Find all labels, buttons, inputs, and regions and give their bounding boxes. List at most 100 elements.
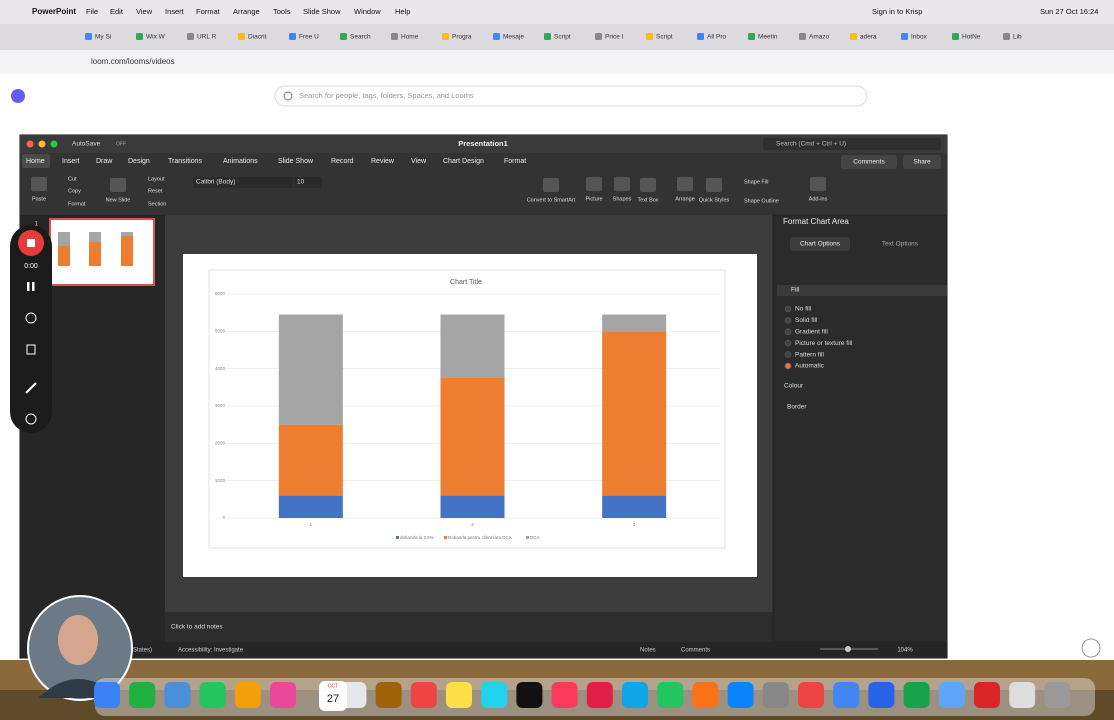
menu-item[interactable]: Window (354, 7, 381, 16)
browser-tab[interactable]: Home (401, 34, 419, 41)
bar-segment[interactable] (602, 331, 667, 496)
ribbon-tab[interactable]: Format (504, 158, 526, 165)
notes-placeholder[interactable]: Click to add notes (171, 624, 223, 631)
radio[interactable] (784, 305, 792, 313)
browser-tab[interactable]: Meetin (758, 34, 778, 41)
dock-app[interactable] (516, 682, 543, 708)
dock-app[interactable] (1044, 682, 1071, 708)
browser-tab[interactable]: Amazo (809, 34, 830, 41)
bar-segment[interactable] (440, 314, 505, 378)
dock-app[interactable] (798, 682, 824, 708)
menu-item[interactable]: Arrange (233, 7, 260, 16)
ribbon-button[interactable]: Picture (585, 196, 602, 202)
search-placeholder[interactable]: Search for people, tags, folders, Spaces… (299, 91, 474, 100)
minimize-button[interactable] (38, 140, 46, 148)
radio[interactable] (784, 339, 792, 347)
pane-tab[interactable]: Text Options (882, 241, 919, 248)
zoom-level[interactable]: 104% (897, 648, 913, 654)
browser-tab[interactable]: URL R (197, 34, 217, 41)
dock-app[interactable] (833, 682, 860, 708)
fill-option[interactable]: No fill (795, 306, 812, 313)
bar-segment[interactable] (278, 424, 343, 496)
status-item[interactable]: Comments (681, 648, 710, 654)
menu-item[interactable]: View (136, 7, 153, 16)
fill-option[interactable]: Solid fill (795, 317, 818, 324)
bar-segment[interactable] (440, 495, 505, 518)
dock-app[interactable] (657, 682, 684, 708)
ribbon-tab[interactable]: Design (128, 158, 150, 165)
dock-app[interactable] (868, 682, 895, 708)
font-name[interactable]: Calibri (Body) (196, 179, 235, 186)
ribbon-tab[interactable]: Insert (62, 158, 80, 165)
radio[interactable] (784, 317, 792, 324)
radio[interactable] (784, 351, 792, 358)
ribbon-button[interactable]: Shapes (613, 196, 632, 202)
ribbon-tab[interactable]: Transitions (168, 158, 202, 165)
ribbon-tab[interactable]: Animations (223, 158, 258, 165)
share-button-label[interactable]: Share (913, 159, 931, 166)
ribbon-tab[interactable]: Chart Design (443, 158, 484, 165)
browser-tab[interactable]: adera (860, 34, 877, 41)
ribbon-button[interactable]: Text Box (637, 197, 658, 203)
browser-tab[interactable]: Wix W (146, 34, 166, 41)
ribbon-tab[interactable]: View (411, 158, 427, 165)
font-size[interactable]: 10 (297, 179, 305, 186)
pane-tab[interactable]: Chart Options (800, 241, 841, 248)
legend-label[interactable]: Dobanda pentru client fara DCA (448, 535, 512, 540)
font-box[interactable] (193, 177, 293, 188)
browser-tab[interactable]: Inbox (911, 34, 928, 41)
status-item[interactable]: Accessibility: Investigate (178, 648, 244, 654)
dock-app[interactable] (234, 682, 261, 708)
comments-button[interactable] (841, 155, 897, 169)
ribbon-button[interactable]: Layout (148, 176, 165, 182)
close-button[interactable] (26, 140, 34, 148)
ribbon-button[interactable]: Copy (68, 188, 81, 194)
menu-item[interactable]: Format (196, 7, 221, 16)
browser-tab[interactable]: HotNe (962, 34, 981, 41)
pause-icon[interactable] (27, 282, 30, 291)
browser-tab[interactable]: Progra (452, 34, 472, 41)
menu-item[interactable]: File (86, 7, 98, 16)
autosave-state[interactable]: OFF (116, 141, 126, 147)
share-button[interactable] (903, 155, 941, 169)
ribbon-button[interactable]: Shape Outline (744, 198, 779, 204)
browser-tab[interactable]: Price I (605, 34, 624, 41)
border-section[interactable]: Border (787, 404, 807, 411)
bar-segment[interactable] (278, 314, 343, 425)
ribbon-button[interactable]: Cut (68, 176, 77, 182)
fill-option[interactable]: Automatic (795, 363, 825, 370)
browser-tab[interactable]: Lib (1013, 34, 1022, 41)
status-item[interactable]: States) (133, 648, 152, 654)
loom-search[interactable] (274, 85, 868, 107)
font-size-box[interactable] (294, 177, 322, 188)
calendar-icon[interactable] (319, 681, 347, 711)
ribbon-tab[interactable]: Draw (96, 158, 113, 165)
legend-label[interactable]: dobanda la 2.5% (400, 535, 434, 540)
ribbon-tab[interactable]: Review (371, 158, 395, 165)
ribbon-button[interactable]: Section (148, 201, 166, 207)
url[interactable]: loom.com/looms/videos (91, 57, 175, 66)
browser-tab[interactable]: Mesaje (503, 34, 524, 41)
dock-app[interactable] (551, 682, 578, 708)
ribbon-button[interactable]: Arrange (675, 196, 695, 202)
help-button[interactable] (1081, 638, 1101, 658)
fill-option[interactable]: Picture or texture fill (795, 340, 853, 347)
fill-option[interactable]: Gradient fill (795, 329, 828, 336)
browser-tab[interactable]: Free U (299, 34, 319, 41)
status-item[interactable]: Notes (640, 648, 656, 654)
ribbon-button[interactable]: Paste (32, 196, 46, 202)
menu-item[interactable]: Tools (273, 7, 291, 16)
bar-segment[interactable] (602, 495, 667, 518)
ribbon-tab[interactable]: Home (26, 158, 45, 165)
autosave[interactable]: AutoSave (72, 141, 101, 148)
search-box[interactable] (763, 138, 941, 150)
fill-option[interactable]: Pattern fill (795, 351, 824, 358)
effects-icon[interactable] (25, 413, 37, 425)
search-box-text[interactable]: Search (Cmd + Ctrl + U) (776, 141, 846, 148)
ribbon-button[interactable]: Reset (148, 188, 163, 194)
comments-button-label[interactable]: Comments (853, 159, 885, 166)
app-name[interactable]: PowerPoint (32, 7, 76, 16)
menu-item[interactable]: Slide Show (303, 7, 341, 16)
bar-segment[interactable] (602, 314, 667, 332)
draw-icon[interactable] (25, 382, 37, 394)
